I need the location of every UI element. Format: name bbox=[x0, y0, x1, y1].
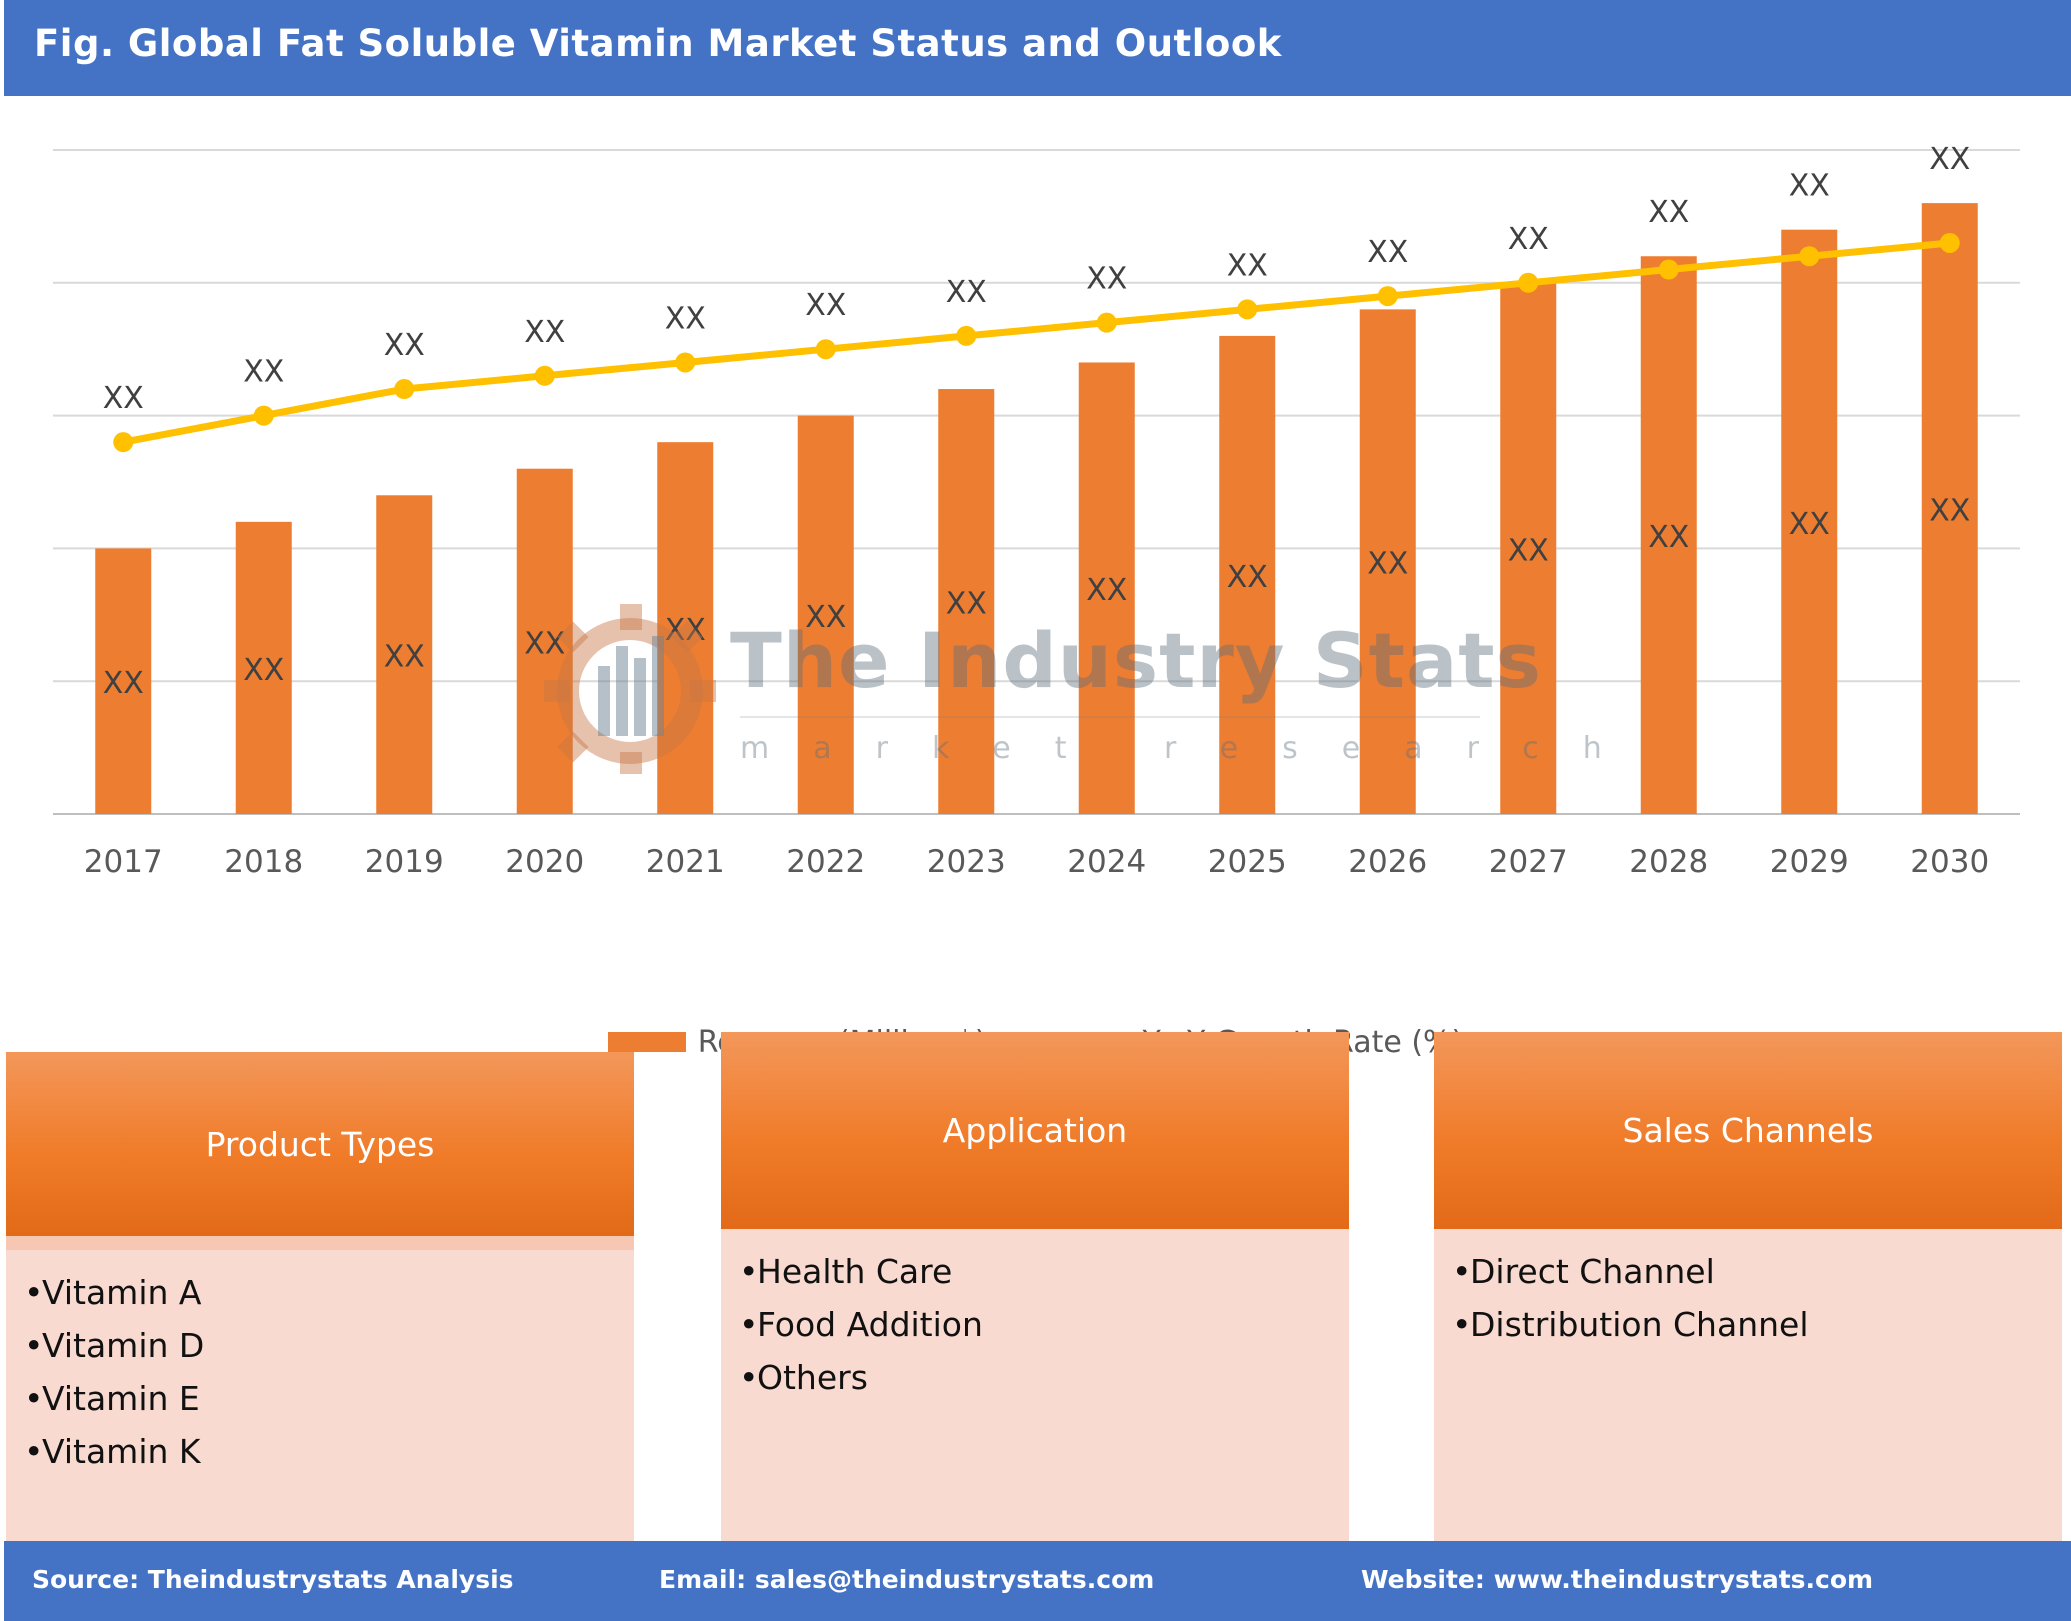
panel-application: Application •Health Care •Food Addition … bbox=[721, 1032, 1349, 1541]
revenue-data-label-2017: XX bbox=[103, 666, 144, 701]
x-tick-label-2020: 2020 bbox=[505, 844, 584, 880]
x-tick-label-2025: 2025 bbox=[1208, 844, 1287, 880]
list-item: •Others bbox=[739, 1358, 868, 1397]
x-tick-label-2018: 2018 bbox=[224, 844, 303, 880]
revenue-bar-2019 bbox=[376, 495, 433, 814]
growth-point-2026 bbox=[1377, 286, 1398, 307]
growth-data-label-2019: XX bbox=[384, 328, 425, 363]
x-tick-label-2024: 2024 bbox=[1067, 844, 1146, 880]
revenue-data-label-2028: XX bbox=[1648, 520, 1689, 555]
growth-data-label-2018: XX bbox=[243, 355, 284, 390]
list-item: •Distribution Channel bbox=[1452, 1305, 1809, 1344]
revenue-data-label-2019: XX bbox=[384, 640, 425, 675]
revenue-data-label-2030: XX bbox=[1929, 494, 1970, 529]
revenue-bar-2020 bbox=[516, 468, 573, 814]
growth-point-2021 bbox=[675, 352, 696, 373]
footer-email[interactable]: Email: sales@theindustrystats.com bbox=[659, 1565, 1155, 1594]
growth-point-2017 bbox=[113, 432, 134, 453]
growth-point-2020 bbox=[534, 365, 555, 386]
revenue-data-label-2026: XX bbox=[1367, 547, 1408, 582]
revenue-data-label-2022: XX bbox=[805, 600, 846, 635]
revenue-bar-2027 bbox=[1500, 282, 1557, 814]
growth-point-2027 bbox=[1518, 272, 1539, 293]
revenue-data-label-2027: XX bbox=[1508, 533, 1549, 568]
x-tick-label-2021: 2021 bbox=[646, 844, 725, 880]
revenue-data-label-2021: XX bbox=[665, 613, 706, 648]
growth-data-label-2017: XX bbox=[103, 381, 144, 416]
panel-sales-channels: Sales Channels •Direct Channel •Distribu… bbox=[1434, 1032, 2062, 1541]
footer-website[interactable]: Website: www.theindustrystats.com bbox=[1361, 1565, 1874, 1594]
revenue-bar-2017 bbox=[95, 548, 152, 814]
growth-point-2024 bbox=[1096, 312, 1117, 333]
panel-application-body: •Health Care •Food Addition •Others bbox=[721, 1229, 1349, 1541]
growth-point-2022 bbox=[815, 339, 836, 360]
growth-data-label-2021: XX bbox=[665, 301, 706, 336]
list-item: •Health Care bbox=[739, 1252, 953, 1291]
growth-point-2025 bbox=[1237, 299, 1258, 320]
growth-point-2028 bbox=[1658, 259, 1679, 280]
growth-data-label-2027: XX bbox=[1508, 222, 1549, 257]
revenue-bar-2025 bbox=[1219, 335, 1276, 814]
panel-application-header: Application bbox=[721, 1032, 1349, 1229]
revenue-bar-2023 bbox=[938, 389, 995, 814]
footer-source: Source: Theindustrystats Analysis bbox=[32, 1565, 514, 1594]
legend-bar-swatch-icon bbox=[607, 1032, 686, 1052]
revenue-data-label-2024: XX bbox=[1086, 573, 1127, 608]
list-item: •Vitamin A bbox=[24, 1273, 202, 1312]
revenue-bar-2026 bbox=[1359, 309, 1416, 814]
revenue-bar-2029 bbox=[1781, 229, 1838, 814]
revenue-data-label-2018: XX bbox=[243, 653, 284, 688]
growth-point-2019 bbox=[394, 379, 415, 400]
growth-point-2029 bbox=[1799, 246, 1820, 267]
x-tick-label-2017: 2017 bbox=[84, 844, 163, 880]
revenue-data-label-2029: XX bbox=[1789, 507, 1830, 542]
growth-point-2030 bbox=[1939, 232, 1960, 253]
list-item: •Vitamin E bbox=[24, 1379, 200, 1418]
growth-data-label-2029: XX bbox=[1789, 169, 1830, 204]
growth-data-label-2023: XX bbox=[946, 275, 987, 310]
revenue-data-label-2023: XX bbox=[946, 587, 987, 622]
growth-rate-line bbox=[119, 239, 1954, 446]
growth-point-2018 bbox=[253, 405, 274, 426]
revenue-data-label-2025: XX bbox=[1227, 560, 1268, 595]
x-tick-label-2030: 2030 bbox=[1910, 844, 1989, 880]
market-chart: XX XX XX XX XX XX XX XX XX XX XX XX XX XX XX XX XX XX XX XX… bbox=[53, 142, 2020, 880]
x-tick-label-2026: 2026 bbox=[1348, 844, 1427, 880]
growth-data-label-2028: XX bbox=[1648, 195, 1689, 230]
revenue-bar-2024 bbox=[1078, 362, 1135, 814]
growth-data-label-2026: XX bbox=[1367, 235, 1408, 270]
list-item: •Food Addition bbox=[739, 1305, 983, 1344]
growth-data-label-2020: XX bbox=[524, 315, 565, 350]
panel-product-types-header: Product Types bbox=[6, 1052, 634, 1236]
growth-point-2023 bbox=[956, 325, 977, 346]
x-tick-label-2027: 2027 bbox=[1489, 844, 1568, 880]
revenue-bar-2022 bbox=[797, 415, 854, 814]
x-tick-label-2029: 2029 bbox=[1770, 844, 1849, 880]
growth-data-label-2024: XX bbox=[1086, 262, 1127, 297]
panel-product-types: Product Types •Vitamin A •Vitamin D •Vit… bbox=[6, 1052, 634, 1541]
growth-data-label-2025: XX bbox=[1227, 248, 1268, 283]
panel-product-types-body: •Vitamin A •Vitamin D •Vitamin E •Vitami… bbox=[6, 1236, 634, 1541]
revenue-bar-2018 bbox=[235, 521, 292, 814]
list-item: •Vitamin D bbox=[24, 1326, 205, 1365]
revenue-bar-2021 bbox=[657, 442, 714, 814]
header-bar: Fig. Global Fat Soluble Vitamin Market S… bbox=[4, 0, 2071, 96]
growth-data-label-2030: XX bbox=[1929, 142, 1970, 177]
x-tick-label-2019: 2019 bbox=[365, 844, 444, 880]
x-tick-label-2028: 2028 bbox=[1629, 844, 1708, 880]
list-item: •Vitamin K bbox=[24, 1432, 201, 1471]
panel-sales-channels-header: Sales Channels bbox=[1434, 1032, 2062, 1229]
chart-area: XX XX XX XX XX XX XX XX XX XX XX XX XX XX XX XX XX XX XX XX… bbox=[0, 96, 2071, 1060]
x-tick-label-2022: 2022 bbox=[786, 844, 865, 880]
revenue-bar-2028 bbox=[1640, 256, 1697, 814]
panel-sales-channels-body: •Direct Channel •Distribution Channel bbox=[1434, 1229, 2062, 1541]
list-item: •Direct Channel bbox=[1452, 1252, 1715, 1291]
growth-data-label-2022: XX bbox=[805, 288, 846, 323]
revenue-bar-2030 bbox=[1921, 203, 1978, 814]
x-tick-label-2023: 2023 bbox=[927, 844, 1006, 880]
footer-bar: Source: Theindustrystats Analysis Email:… bbox=[4, 1541, 2071, 1621]
page-title: Fig. Global Fat Soluble Vitamin Market S… bbox=[34, 22, 1282, 65]
revenue-data-label-2020: XX bbox=[524, 626, 565, 661]
